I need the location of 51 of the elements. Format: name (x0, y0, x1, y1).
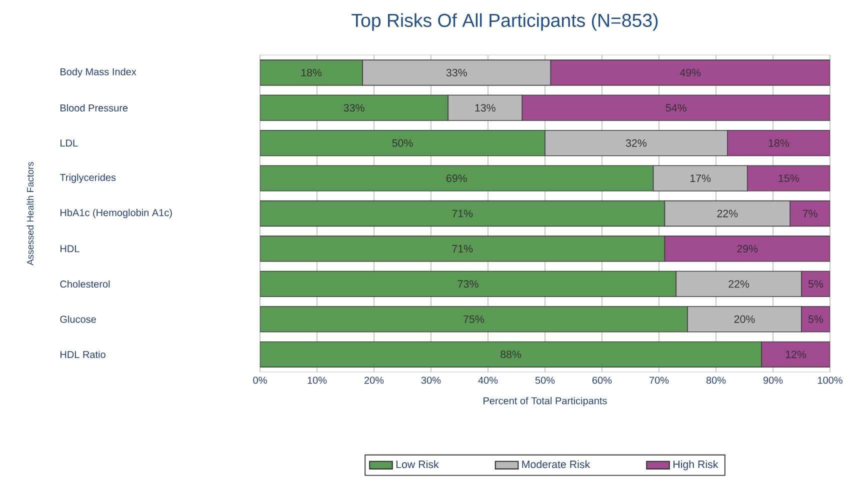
x-tick-label: 90% (763, 376, 783, 384)
chart-title: Top Risks Of All Participants (N=853) (352, 13, 658, 31)
x-tick-label: 70% (650, 376, 669, 384)
data-label: 54% (666, 104, 686, 112)
y-axis-title: Assessed Health Factors (26, 162, 34, 266)
data-label: 88% (500, 350, 522, 358)
data-label: 32% (626, 139, 646, 147)
data-label: 73% (458, 280, 478, 288)
data-label: 17% (690, 174, 711, 182)
legend-label: Moderate Risk (522, 460, 590, 468)
data-label: 71% (452, 244, 473, 252)
y-tick-label: HbA1c (Hemoglobin A1c) (60, 208, 172, 218)
y-tick-label: HDL Ratio (60, 350, 106, 358)
data-label: 71% (452, 210, 473, 218)
data-label: 18% (301, 68, 322, 76)
y-tick-label: Glucose (60, 316, 96, 323)
data-label: 22% (728, 280, 750, 288)
x-tick-label: 80% (706, 376, 726, 384)
data-label: 5% (808, 315, 824, 323)
x-tick-label: 40% (478, 376, 498, 384)
data-label: 20% (734, 315, 755, 323)
x-tick-label: 50% (535, 376, 555, 384)
x-tick-label: 10% (308, 376, 327, 384)
y-tick-label: LDL (60, 140, 78, 147)
data-label: 5% (808, 280, 824, 288)
data-label: 15% (778, 174, 799, 182)
y-tick-label: Blood Pressure (60, 104, 128, 112)
data-label: 13% (475, 104, 496, 112)
data-label: 7% (802, 210, 818, 218)
y-tick-label: Cholesterol (60, 280, 110, 288)
data-label: 69% (446, 174, 467, 182)
x-tick-label: 0% (253, 376, 267, 384)
y-tick-label: Body Mass Index (60, 68, 136, 78)
x-axis-title: Percent of Total Participants (484, 396, 607, 406)
data-label: 75% (464, 315, 484, 323)
x-tick-label: 30% (421, 376, 441, 384)
x-tick-label: 20% (364, 376, 384, 384)
x-tick-label: 100% (818, 376, 842, 384)
data-label: 33% (344, 104, 364, 112)
x-tick-label: 60% (592, 376, 612, 384)
data-label: 33% (446, 68, 467, 76)
y-tick-label: Triglycerides (60, 174, 116, 183)
data-label: 50% (392, 139, 413, 147)
y-tick-label: HDL (60, 245, 80, 252)
legend-label: Low Risk (396, 460, 439, 468)
legend-label: High Risk (673, 460, 718, 470)
data-label: 22% (717, 210, 738, 218)
data-label: 12% (786, 350, 806, 358)
data-label: 29% (737, 244, 758, 253)
data-label: 18% (768, 139, 789, 147)
data-label: 49% (680, 68, 701, 76)
